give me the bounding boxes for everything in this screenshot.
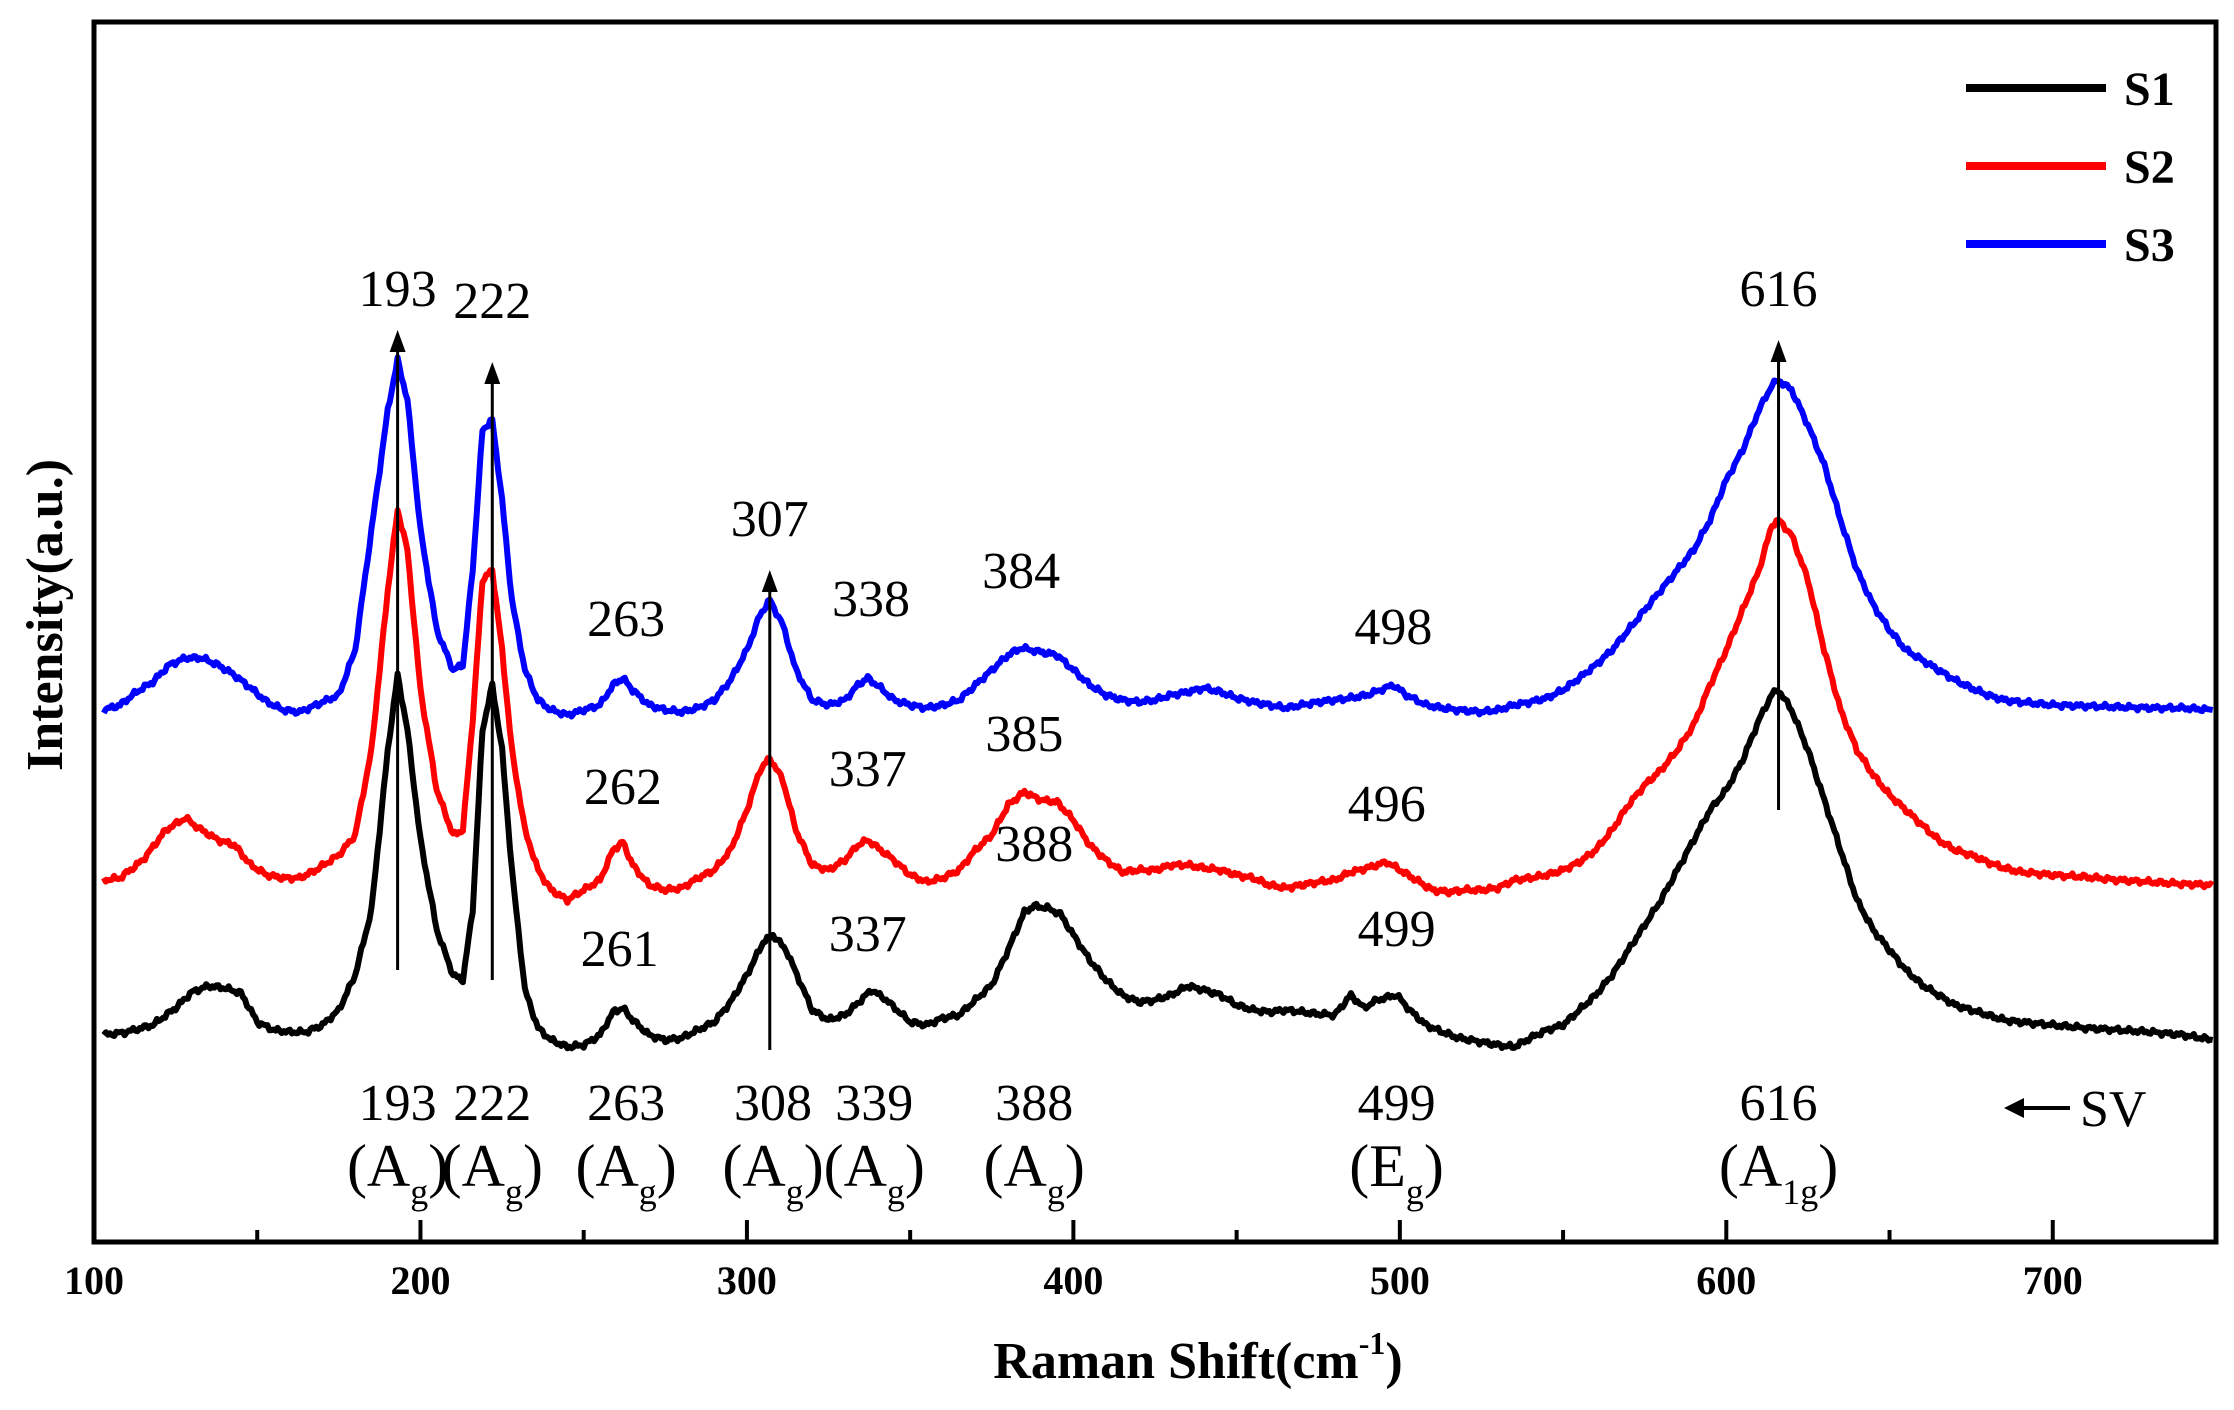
y-axis-title: Intensity(a.u.): [17, 459, 74, 771]
peak-label: 193: [359, 261, 437, 318]
mode-symmetry-308: (Ag): [722, 1133, 823, 1212]
mode-symmetry-388: (Ag): [984, 1133, 1085, 1212]
guide-lines: [389, 330, 1787, 1050]
series-line-s2: [101, 507, 2215, 906]
guide-arrow-193: [389, 330, 406, 352]
peak-label: 499: [1358, 901, 1436, 958]
peak-label: 263: [587, 591, 665, 648]
x-tick-label-200: 200: [390, 1258, 450, 1303]
sv-reference: SV: [2004, 1081, 2146, 1138]
x-tick-label-700: 700: [2023, 1258, 2083, 1303]
mode-frequency-499: 499: [1358, 1075, 1436, 1132]
peak-label: 384: [982, 543, 1060, 600]
legend-label-s3: S3: [2124, 219, 2175, 272]
x-tick-label-400: 400: [1043, 1258, 1103, 1303]
mode-frequency-339: 339: [835, 1075, 913, 1132]
x-axis-title-main: Raman Shift(cm: [993, 1333, 1358, 1390]
peak-label: 496: [1348, 776, 1426, 833]
mode-symmetry-263: (Ag): [575, 1133, 676, 1212]
peak-label: 222: [453, 273, 531, 330]
mode-symmetry-499: (Eg): [1349, 1133, 1444, 1212]
x-axis: 100 200 300 400 500 600 700: [64, 1220, 2218, 1303]
peak-labels: 193 222 263 307 338 384 498 616 262 337 385 496 261 3…: [359, 261, 1818, 978]
mode-symmetry-339: (Ag): [824, 1133, 925, 1212]
plot-frame: [91, 19, 2219, 1245]
mode-frequency-308: 308: [734, 1075, 812, 1132]
mode-frequency-616: 616: [1740, 1075, 1818, 1132]
guide-arrow-616: [1770, 340, 1787, 362]
series-line-s3: [101, 354, 2214, 720]
legend: S1 S2 S3: [1966, 63, 2175, 272]
peak-label: 337: [829, 741, 907, 798]
sv-label: SV: [2080, 1081, 2146, 1138]
x-tick-label-600: 600: [1696, 1258, 1756, 1303]
mode-frequency-388: 388: [995, 1075, 1073, 1132]
mode-frequency-193: 193: [359, 1075, 437, 1132]
guide-arrow-222: [484, 362, 501, 384]
mode-frequency-222: 222: [453, 1075, 531, 1132]
x-tick-label-100: 100: [64, 1258, 124, 1303]
guide-arrow-307: [761, 570, 778, 592]
peak-label: 498: [1354, 599, 1432, 656]
series-line-s1: [101, 670, 2214, 1052]
legend-label-s1: S1: [2124, 63, 2175, 116]
x-tick-label-500: 500: [1370, 1258, 1430, 1303]
mode-symmetry-222: (Ag): [442, 1133, 543, 1212]
series-group: [101, 354, 2215, 1052]
x-axis-title-close: ): [1385, 1333, 1402, 1390]
x-axis-title-sup: -1: [1359, 1325, 1386, 1361]
peak-label: 385: [985, 706, 1063, 763]
mode-symmetry-616: (A1g): [1719, 1133, 1838, 1212]
peak-label: 261: [581, 921, 659, 978]
legend-label-s2: S2: [2124, 141, 2175, 194]
mode-labels: 193(Ag)222(Ag)263(Ag)308(Ag)339(Ag)388(A…: [347, 1075, 1838, 1212]
peak-label: 338: [832, 571, 910, 628]
mode-frequency-263: 263: [587, 1075, 665, 1132]
peak-label: 388: [995, 816, 1073, 873]
x-axis-title: Raman Shift(cm-1): [993, 1325, 1402, 1390]
sv-arrow-head: [2004, 1098, 2024, 1118]
mode-symmetry-193: (Ag): [347, 1133, 448, 1212]
peak-label: 307: [731, 491, 809, 548]
x-tick-label-300: 300: [717, 1258, 777, 1303]
peak-label: 616: [1740, 261, 1818, 318]
peak-label: 337: [829, 906, 907, 963]
peak-label: 262: [584, 759, 662, 816]
